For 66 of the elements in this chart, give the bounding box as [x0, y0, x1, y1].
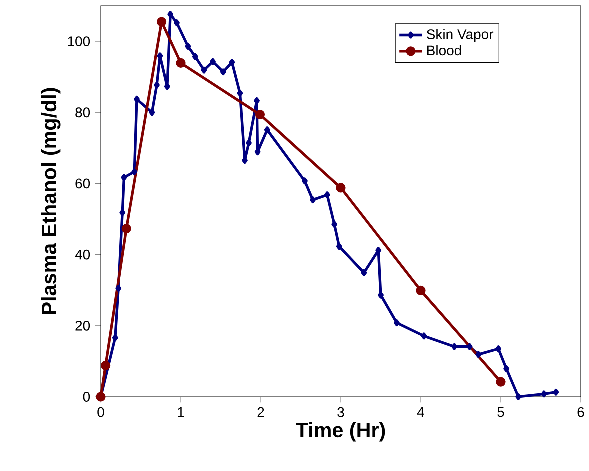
x-tick-label: 3 [338, 407, 344, 418]
point [154, 82, 160, 89]
x-tick-label: 4 [417, 407, 424, 418]
point [132, 168, 138, 176]
point [157, 52, 164, 60]
y-tick-label: 40 [75, 250, 90, 260]
point [452, 343, 458, 350]
point [168, 11, 174, 18]
point [164, 83, 170, 90]
y-tick-label: 100 [68, 36, 90, 47]
point [220, 68, 226, 76]
x-tick-label: 2 [258, 407, 264, 418]
point [264, 126, 270, 134]
point [210, 58, 216, 66]
point [246, 140, 252, 147]
x-tick-label: 5 [498, 407, 504, 418]
point [116, 285, 122, 292]
point [361, 269, 368, 276]
x-axis-title: Time (Hr) [296, 422, 386, 442]
point [254, 97, 260, 104]
point [541, 390, 548, 398]
point [255, 110, 266, 120]
point [416, 286, 426, 296]
point [421, 332, 428, 340]
point [157, 17, 167, 27]
x-tick-label: 1 [178, 407, 184, 418]
point [324, 192, 330, 199]
point [302, 178, 308, 185]
y-tick-label: 80 [76, 108, 90, 118]
point [516, 394, 522, 400]
point [394, 320, 400, 327]
point [192, 53, 198, 60]
legend-label: Skin Vapor [426, 29, 494, 42]
y-tick-label: 60 [76, 178, 90, 189]
point [336, 243, 342, 250]
point [185, 43, 192, 50]
point [237, 90, 244, 97]
point [201, 66, 208, 74]
point [254, 148, 261, 156]
point [122, 224, 132, 234]
point [496, 346, 502, 352]
y-tick-label: 0 [83, 392, 90, 402]
point [174, 20, 180, 27]
point [476, 351, 482, 358]
point [336, 183, 346, 193]
x-tick-label: 0 [98, 407, 104, 418]
point [496, 377, 506, 387]
point [101, 360, 111, 371]
y-tick-label: 20 [76, 320, 90, 331]
y-axis-title: Plasma Ethanol (mg/dl) [41, 88, 61, 314]
point [310, 196, 316, 204]
legend-label: Blood [428, 45, 462, 56]
point [242, 157, 248, 164]
point [121, 174, 128, 182]
point [134, 96, 140, 103]
point [149, 109, 156, 116]
point [553, 388, 560, 396]
point [332, 221, 338, 228]
point [378, 292, 384, 299]
point [466, 343, 473, 350]
point [120, 209, 126, 216]
point [229, 59, 236, 66]
point [176, 58, 186, 68]
x-tick-label: 6 [578, 407, 584, 418]
point [504, 365, 510, 372]
point [112, 334, 118, 342]
